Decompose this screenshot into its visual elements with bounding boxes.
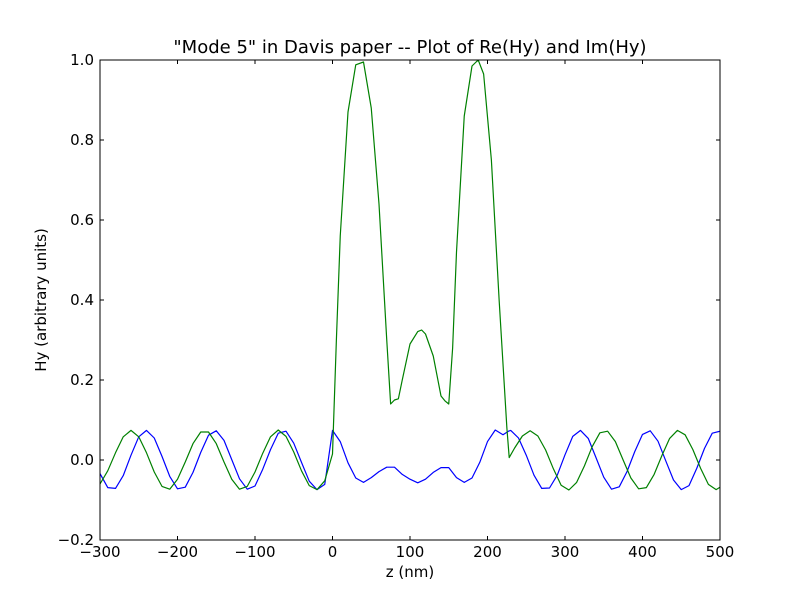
- y-tick-label: 0.2: [70, 371, 94, 389]
- x-tick-label: 200: [473, 543, 502, 561]
- x-tick-label: −100: [234, 543, 275, 561]
- y-tick-label: 0.0: [70, 451, 94, 469]
- y-axis-label: Hy (arbitrary units): [32, 228, 50, 372]
- x-tick-label: 500: [706, 543, 735, 561]
- x-tick-label: 400: [628, 543, 657, 561]
- plot-background: [100, 60, 720, 540]
- x-tick-label: 0: [328, 543, 338, 561]
- x-tick-label: 100: [396, 543, 425, 561]
- x-tick-label: −300: [79, 543, 120, 561]
- x-axis-label: z (nm): [386, 563, 434, 581]
- y-tick-label: 0.6: [70, 211, 94, 229]
- x-tick-label: −200: [157, 543, 198, 561]
- series-layer: [100, 60, 720, 491]
- y-tick-label: 0.4: [70, 291, 94, 309]
- chart-title: "Mode 5" in Davis paper -- Plot of Re(Hy…: [173, 37, 646, 58]
- tick-layer: −300 −200 −100 0 100 200 300 400 500 −0.2 0.0 0.2 0.…: [58, 51, 735, 561]
- y-tick-label: −0.2: [58, 531, 94, 549]
- x-tick-label: 300: [551, 543, 580, 561]
- series-line-2: [100, 60, 720, 491]
- series-line-1: [100, 429, 720, 491]
- y-tick-label: 0.8: [70, 131, 94, 149]
- y-tick-label: 1.0: [70, 51, 94, 69]
